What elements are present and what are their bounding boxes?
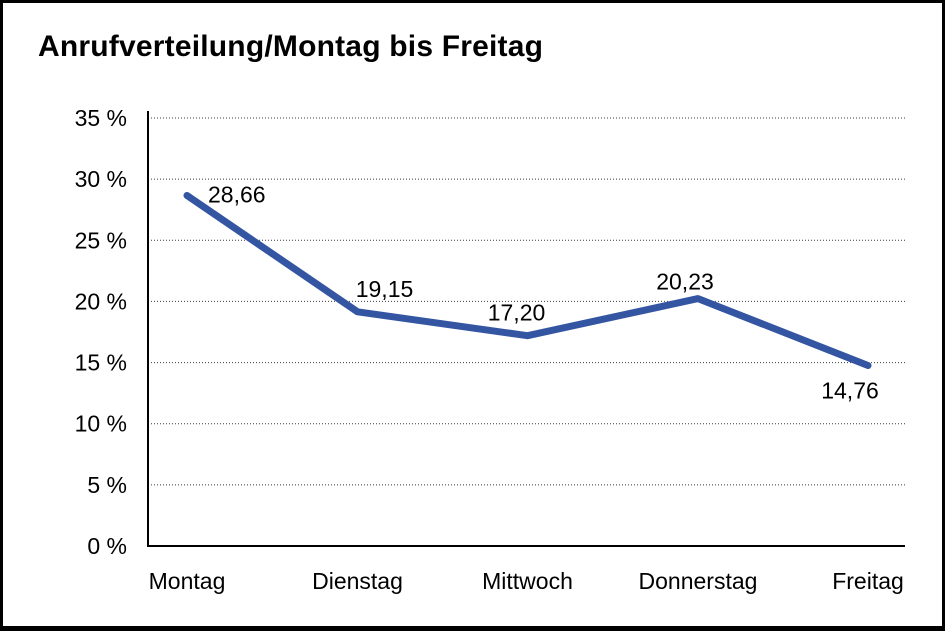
data-point-label: 14,76 — [821, 378, 879, 404]
y-tick-label: 25 % — [75, 227, 127, 253]
data-series-line — [183, 192, 872, 369]
data-point-label: 17,20 — [488, 300, 546, 326]
y-tick-label: 10 % — [75, 411, 127, 437]
data-point-label: 19,15 — [356, 276, 414, 302]
x-axis-label: Donnerstag — [639, 568, 758, 594]
data-point-label: 28,66 — [208, 182, 266, 208]
x-axis-label: Montag — [149, 568, 226, 594]
y-tick-label: 15 % — [75, 350, 127, 376]
y-tick-label: 5 % — [87, 472, 127, 498]
chart-title: Anrufverteilung/Montag bis Freitag — [38, 30, 544, 63]
x-axis-label: Mittwoch — [482, 568, 573, 594]
y-tick-label: 35 % — [75, 105, 127, 131]
axis-lines — [147, 111, 905, 547]
x-axis-label: Freitag — [832, 568, 904, 594]
x-axis-label: Dienstag — [312, 568, 403, 594]
y-tick-label: 30 % — [75, 166, 127, 192]
y-tick-label: 20 % — [75, 288, 127, 314]
data-point-label: 20,23 — [656, 269, 714, 295]
y-tick-label: 0 % — [87, 533, 127, 559]
